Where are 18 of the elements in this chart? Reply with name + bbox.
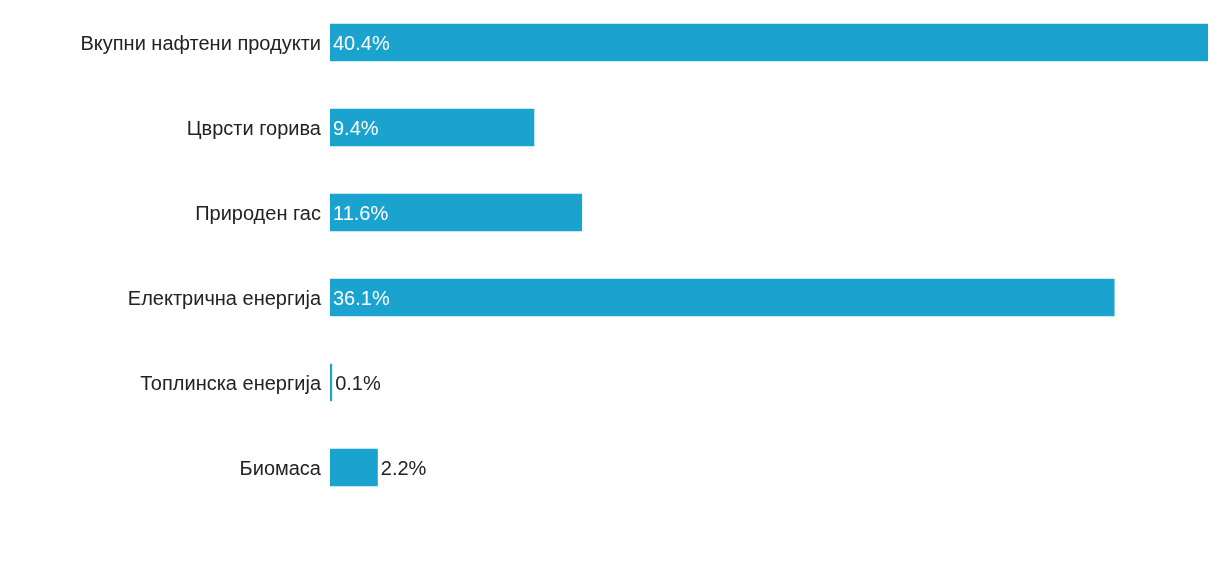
y-tick-label: Вкупни нафтени продукти bbox=[80, 31, 321, 54]
bar bbox=[330, 23, 1208, 62]
bar bbox=[330, 363, 333, 402]
bar bbox=[330, 193, 583, 232]
data-label: 9.4% bbox=[333, 116, 379, 139]
y-tick-label: Топлинска енергија bbox=[140, 371, 322, 394]
y-tick-label: Електрична енергија bbox=[127, 286, 322, 309]
y-tick-label: Природен гас bbox=[195, 201, 321, 224]
data-label: 40.4% bbox=[333, 31, 390, 54]
y-tick-label: Цврсти горива bbox=[186, 116, 322, 139]
data-label: 11.6% bbox=[333, 201, 389, 224]
data-label: 0.1% bbox=[335, 371, 381, 394]
bar bbox=[330, 108, 535, 147]
y-tick-label: Биомаса bbox=[239, 456, 322, 479]
data-label: 2.2% bbox=[380, 456, 427, 479]
bar bbox=[330, 278, 1115, 317]
data-label: 36.1% bbox=[333, 286, 390, 309]
bar bbox=[330, 448, 378, 487]
